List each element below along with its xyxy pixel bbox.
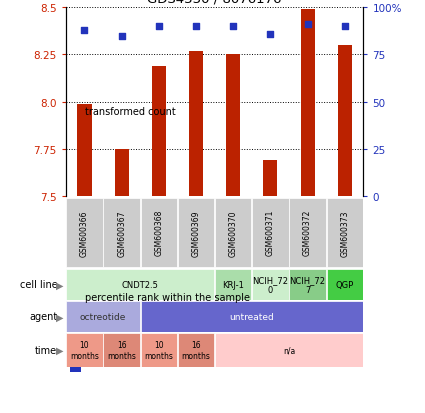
Text: GSM600371: GSM600371 — [266, 209, 275, 256]
Text: GSM600367: GSM600367 — [117, 209, 126, 256]
Point — [118, 33, 125, 40]
Bar — [178, 198, 214, 268]
Bar — [178, 333, 214, 367]
Text: GSM600366: GSM600366 — [80, 209, 89, 256]
Bar — [338, 46, 352, 197]
Text: ▶: ▶ — [56, 280, 64, 290]
Bar — [77, 104, 91, 197]
Bar — [264, 161, 278, 197]
Bar — [66, 270, 214, 300]
Text: NCIH_72
0: NCIH_72 0 — [252, 275, 289, 294]
Bar — [252, 270, 289, 300]
Text: agent: agent — [29, 311, 57, 322]
Bar — [70, 41, 81, 186]
Text: CNDT2.5: CNDT2.5 — [122, 280, 159, 289]
Text: KRJ-1: KRJ-1 — [222, 280, 244, 289]
Bar — [215, 270, 252, 300]
Text: ▶: ▶ — [56, 345, 64, 355]
Bar — [66, 301, 140, 332]
Text: NCIH_72
7: NCIH_72 7 — [289, 275, 326, 294]
Text: 16
months: 16 months — [107, 340, 136, 360]
Text: GSM600370: GSM600370 — [229, 209, 238, 256]
Bar — [115, 150, 129, 197]
Bar — [226, 55, 240, 197]
Bar — [289, 270, 326, 300]
Point — [156, 24, 162, 31]
Text: transformed count: transformed count — [85, 107, 176, 116]
Bar — [289, 198, 326, 268]
Text: GSM600372: GSM600372 — [303, 209, 312, 256]
Bar — [70, 227, 81, 372]
Text: cell line: cell line — [20, 280, 57, 290]
Text: time: time — [35, 345, 57, 355]
Point — [230, 24, 237, 31]
Text: percentile rank within the sample: percentile rank within the sample — [85, 292, 250, 302]
Bar — [141, 301, 363, 332]
Text: 10
months: 10 months — [70, 340, 99, 360]
Text: n/a: n/a — [283, 346, 295, 354]
Bar — [252, 198, 289, 268]
Text: octreotide: octreotide — [80, 312, 126, 321]
Point — [81, 28, 88, 34]
Point — [193, 24, 199, 31]
Bar — [326, 198, 363, 268]
Bar — [141, 333, 177, 367]
Bar — [66, 333, 103, 367]
Bar — [152, 66, 166, 197]
Title: GDS4330 / 8076176: GDS4330 / 8076176 — [147, 0, 282, 6]
Bar — [326, 270, 363, 300]
Bar — [141, 198, 177, 268]
Text: untreated: untreated — [230, 312, 274, 321]
Point — [304, 22, 311, 28]
Bar — [189, 52, 203, 197]
Text: GSM600368: GSM600368 — [154, 209, 163, 256]
Bar — [66, 198, 103, 268]
Text: GSM600373: GSM600373 — [340, 209, 349, 256]
Bar — [215, 333, 363, 367]
Text: 10
months: 10 months — [144, 340, 173, 360]
Text: QGP: QGP — [336, 280, 354, 289]
Point — [341, 24, 348, 31]
Point — [267, 31, 274, 38]
Bar — [103, 198, 140, 268]
Text: ▶: ▶ — [56, 311, 64, 322]
Bar — [300, 10, 314, 197]
Text: 16
months: 16 months — [181, 340, 210, 360]
Bar — [215, 198, 252, 268]
Bar — [103, 333, 140, 367]
Text: GSM600369: GSM600369 — [192, 209, 201, 256]
